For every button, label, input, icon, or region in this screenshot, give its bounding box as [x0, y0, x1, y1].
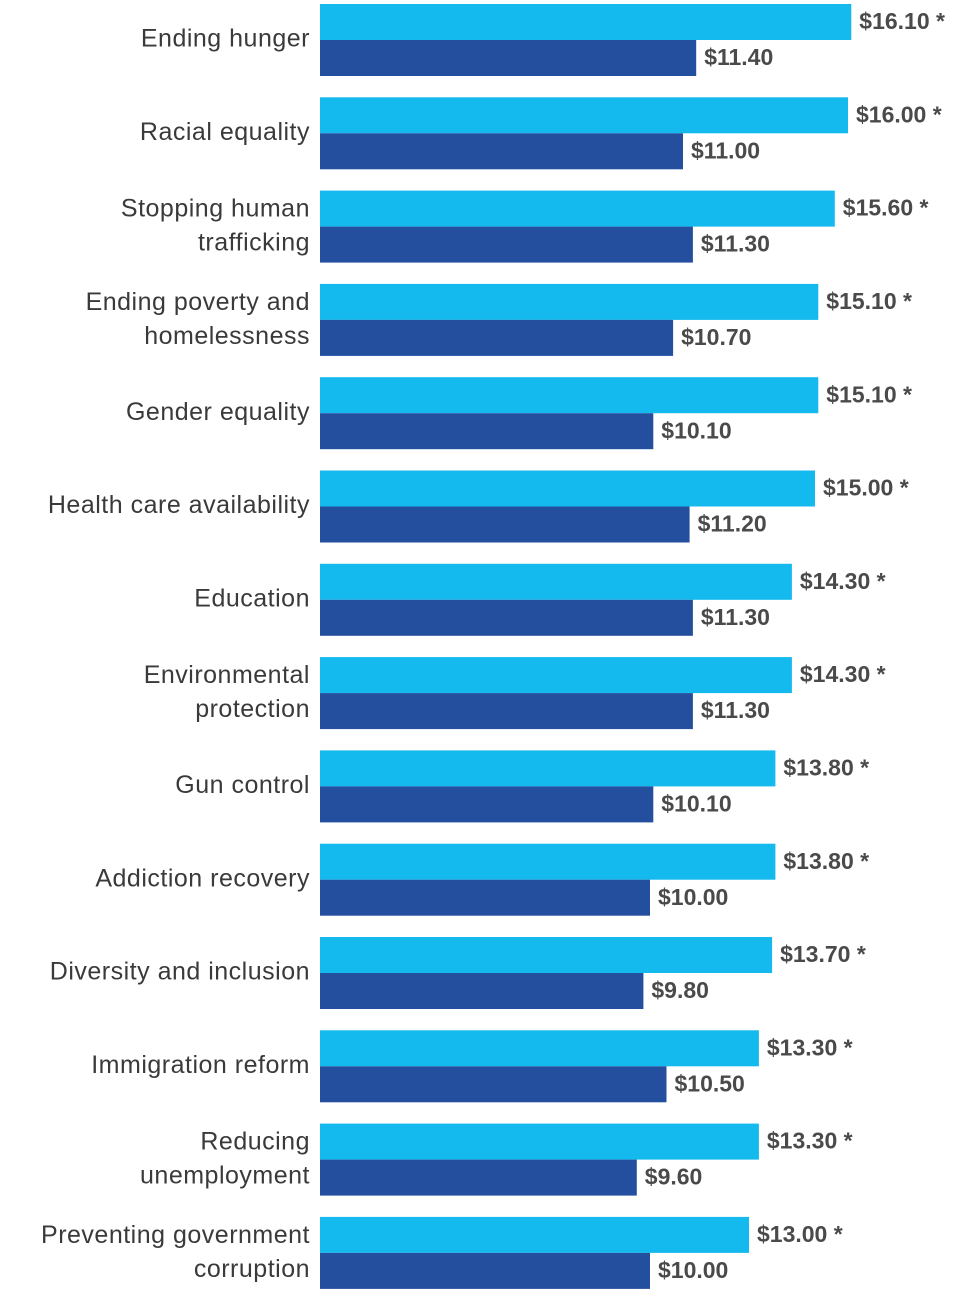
value-label: $11.20 [698, 511, 767, 537]
bar [320, 937, 773, 973]
category-label: Ending hunger [141, 25, 310, 53]
category-label: Reducing unemployment [140, 1127, 310, 1189]
value-label: $13.30 * [767, 1128, 853, 1154]
bar [320, 283, 819, 320]
value-label: $9.60 [645, 1164, 703, 1190]
bar [320, 470, 815, 507]
value-label: $14.30 * [800, 661, 886, 687]
value-label: $11.00 [691, 137, 760, 163]
category-label: Environmental protection [144, 661, 310, 723]
bar [320, 1159, 637, 1196]
value-label: $13.00 * [757, 1221, 843, 1247]
category-label: Ending poverty and homelessness [86, 288, 310, 350]
bar [320, 1066, 667, 1103]
bar [320, 377, 819, 414]
value-label: $14.30 * [800, 568, 886, 594]
bar [320, 226, 693, 263]
value-label: $11.30 [701, 697, 770, 723]
value-label: $16.10 * [859, 8, 945, 34]
value-label: $10.70 [681, 324, 751, 350]
bar [320, 657, 792, 694]
category-label: Diversity and inclusion [50, 958, 310, 986]
bar [320, 1252, 650, 1289]
bar [320, 4, 852, 40]
category-label: Preventing government corruption [41, 1221, 310, 1283]
category-label: Gun control [175, 771, 310, 799]
bar [320, 133, 683, 170]
bar [320, 786, 654, 823]
value-label: $9.80 [651, 977, 709, 1003]
category-label: Stopping human trafficking [121, 194, 310, 256]
value-label: $11.30 [701, 604, 770, 630]
bar [320, 413, 654, 450]
value-label: $15.10 * [826, 381, 912, 407]
value-label: $10.00 [658, 1257, 728, 1283]
bar [320, 319, 674, 356]
bar [320, 693, 693, 730]
bar [320, 1123, 759, 1160]
value-label: $11.30 [701, 231, 770, 257]
bar [320, 97, 848, 134]
bar [320, 1030, 759, 1067]
bar [320, 973, 644, 1009]
bar [320, 190, 835, 227]
value-label: $10.50 [675, 1070, 745, 1096]
bar [320, 843, 776, 880]
bar [320, 40, 697, 76]
category-label: Health care availability [48, 491, 310, 519]
category-label: Immigration reform [91, 1051, 310, 1079]
bar [320, 506, 690, 543]
value-label: $11.40 [704, 44, 773, 70]
bar [320, 599, 693, 636]
value-label: $15.60 * [843, 195, 929, 221]
category-label: Education [194, 584, 310, 612]
value-label: $15.10 * [826, 288, 912, 314]
category-label: Addiction recovery [95, 864, 310, 892]
value-label: $15.00 * [823, 475, 909, 501]
category-label: Gender equality [126, 398, 310, 426]
value-label: $10.10 [661, 790, 731, 816]
bar [320, 879, 650, 916]
value-label: $13.80 * [783, 848, 869, 874]
value-label: $10.00 [658, 884, 728, 910]
category-label: Racial equality [140, 118, 310, 146]
bar [320, 563, 792, 600]
value-label: $13.70 * [780, 941, 866, 967]
value-label: $16.00 * [856, 101, 942, 127]
value-label: $13.80 * [783, 754, 869, 780]
value-label: $13.30 * [767, 1034, 853, 1060]
bar [320, 750, 776, 787]
value-label: $10.10 [661, 417, 731, 443]
bar [320, 1216, 749, 1253]
